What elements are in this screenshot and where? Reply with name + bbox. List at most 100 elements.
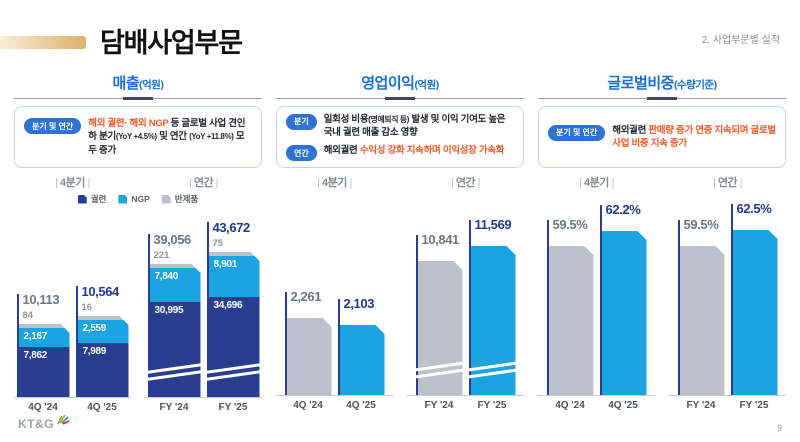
total-value-label: 11,569: [474, 217, 512, 232]
bar-segment: [17, 324, 70, 328]
x-category-label: 4Q '24: [555, 400, 585, 411]
callout-text: 일회성 비용(명예퇴직 등) 발생 및 이익 기여도 높은 국내 궐련 매출 감…: [324, 113, 514, 140]
segment-value-label: 34,696: [213, 300, 243, 311]
callout-text-part: (YoY +4.5%): [115, 132, 157, 142]
group-label: | 연간 |: [188, 177, 219, 189]
x-category-label: FY '24: [424, 400, 454, 411]
pipe-decoration: |: [579, 177, 582, 189]
callout-badge: 분기 및 연간: [548, 124, 606, 141]
bars-area: 2,261 2,103: [276, 192, 393, 396]
section-title-unit: (억원): [414, 79, 439, 91]
page-number: 9: [776, 423, 782, 433]
callout-text-part: 해외궐련: [612, 124, 649, 136]
bar-marker-line: [677, 220, 680, 395]
title-accent-bar: [0, 36, 86, 49]
chart-legend: 궐련 NGP 반제품: [14, 192, 262, 206]
bars-area: 59.5% 62.2%: [538, 192, 655, 396]
section-title: 영업이익(억원): [276, 72, 524, 98]
pipe-decoration: |: [611, 177, 614, 189]
callout-row: 분기 및 연간 해외궐련 판매량 증가 연중 지속되며 글로벌 사업 비중 지속 …: [548, 124, 776, 151]
bars-area: 59.5% 62.5%: [669, 192, 786, 396]
bar-segment: [207, 252, 260, 256]
callout-text-part: 판매량 증가 연중 지속되며 글로벌 사업 비중 지속 증가: [612, 124, 776, 149]
bar-segment: 7,989: [76, 343, 129, 397]
bar-segment: [338, 325, 385, 395]
callout-text-part: (YoY +11.8%): [189, 132, 234, 142]
bar: 62.5%: [730, 201, 778, 395]
bar-segment: 2,559: [76, 320, 129, 343]
segment-value-label: 30,995: [154, 305, 184, 316]
callout-badge: 분기 및 연간: [24, 118, 82, 135]
segment-value-label: 2,559: [82, 323, 107, 334]
bars-area: 7,862 2,167 10,113 84 7,989 2,559 10,564 16: [14, 208, 131, 398]
callout-text-part: 발생 및 이익 기여도 높은 국내 궐련 매출 감소 영향: [323, 113, 506, 138]
callout-text-part: 및 연간: [156, 131, 190, 143]
callout-row: 분기 일회성 비용(명예퇴직 등) 발생 및 이익 기여도 높은 국내 궐련 매출…: [286, 113, 514, 140]
group-labels-row: | 4분기 | | 연간 |: [538, 174, 786, 190]
pipe-decoration: |: [87, 177, 90, 189]
pipe-decoration: |: [712, 177, 716, 189]
callout-badge: 분기: [286, 113, 317, 130]
bar-stack: [285, 318, 332, 395]
section-title-unit: (수량기준): [673, 79, 717, 91]
legend-item: NGP: [118, 194, 150, 204]
total-value-label: 2,261: [290, 289, 322, 304]
segment-value-label: 7,989: [82, 346, 107, 357]
x-category-label: 4Q '24: [293, 400, 323, 411]
bars-area: 30,995 7,840 39,056 221 34,696 8,901 43,672 75: [142, 208, 265, 398]
callout-text-part: 해외 궐련· 해외 NGP: [88, 118, 171, 130]
x-category-label: FY '25: [218, 402, 248, 413]
total-value-label: 62.2%: [605, 202, 641, 217]
section-divider: [538, 98, 786, 99]
bar: 59.5%: [546, 217, 594, 395]
total-value-label: 59.5%: [683, 217, 719, 232]
x-category-label: 4Q '25: [346, 400, 376, 411]
chart-group: 30,995 7,840 39,056 221 34,696 8,901 43,672 75 F…: [142, 208, 265, 413]
x-category-label: FY '24: [686, 400, 716, 411]
bar: 59.5%: [677, 217, 725, 395]
bars-area: 10,841 11,569: [407, 192, 524, 396]
bar-segment: 7,862: [17, 347, 70, 397]
x-category-label: FY '24: [159, 402, 189, 413]
bar: 7,989 2,559 10,564 16: [75, 284, 129, 397]
callout-text-part: 모두 증가: [88, 131, 245, 156]
legend-label: 반제품: [174, 194, 199, 204]
section-operating-profit: 영업이익(억원) 분기 일회성 비용(명예퇴직 등) 발생 및 이익 기여도 높은 …: [276, 72, 524, 413]
pipe-decoration: |: [188, 177, 192, 189]
chart-revenue: 7,862 2,167 10,113 84 7,989 2,559 10,564 16 4Q '…: [14, 208, 265, 413]
x-category-label: FY '25: [739, 400, 769, 411]
legend-swatch-gray: [161, 194, 171, 204]
pipe-decoration: |: [477, 177, 481, 189]
section-title-text: 매출: [112, 75, 140, 92]
bar-marker-line: [75, 286, 78, 397]
x-labels-row: FY '24 FY '25: [145, 402, 262, 413]
group-label: | 4분기 |: [317, 177, 352, 189]
callout-text-part: 수익성 강화 지속하며 이익성장 가속화: [359, 145, 505, 157]
bar-marker-line: [599, 205, 602, 395]
callout-text-part: (명예퇴직 등): [368, 114, 410, 124]
bar-stack: [600, 231, 647, 395]
legend-swatch-blue: [118, 194, 128, 204]
bar-segment: [547, 246, 594, 395]
callout-text-part: 등 글로벌 사업 견인 하 분기: [88, 118, 246, 143]
section-title-text: 영업이익: [361, 75, 415, 92]
legend-label: 궐련: [90, 194, 107, 204]
subtotal-label: 221: [153, 250, 170, 261]
total-value-label: 10,841: [421, 232, 460, 247]
bar-segment: 8,901: [207, 256, 260, 297]
pipe-decoration: |: [739, 177, 743, 189]
segment-value-label: 2,167: [23, 331, 48, 342]
callout-badge: 연간: [286, 145, 317, 162]
callout-row: 분기 및 연간 해외 궐련· 해외 NGP 등 글로벌 사업 견인 하 분기(Yo…: [24, 117, 252, 157]
page-title: 담배사업부문: [100, 28, 243, 58]
x-labels-row: 4Q '24 4Q '25: [538, 400, 655, 411]
ktng-logo: KT&G: [18, 414, 70, 431]
group-label: | 연간 |: [712, 177, 743, 189]
logo-text: KT&G: [18, 417, 54, 431]
callout-box: 분기 및 연간 해외 궐련· 해외 NGP 등 글로벌 사업 견인 하 분기(Yo…: [14, 106, 262, 168]
pipe-decoration: |: [349, 177, 352, 189]
callout-row: 연간 해외궐련 수익성 강화 지속하며 이익성장 가속화: [286, 144, 514, 162]
total-value-label: 39,056: [153, 232, 192, 247]
bar-segment: 34,696: [207, 297, 260, 397]
section-divider: [276, 98, 524, 99]
